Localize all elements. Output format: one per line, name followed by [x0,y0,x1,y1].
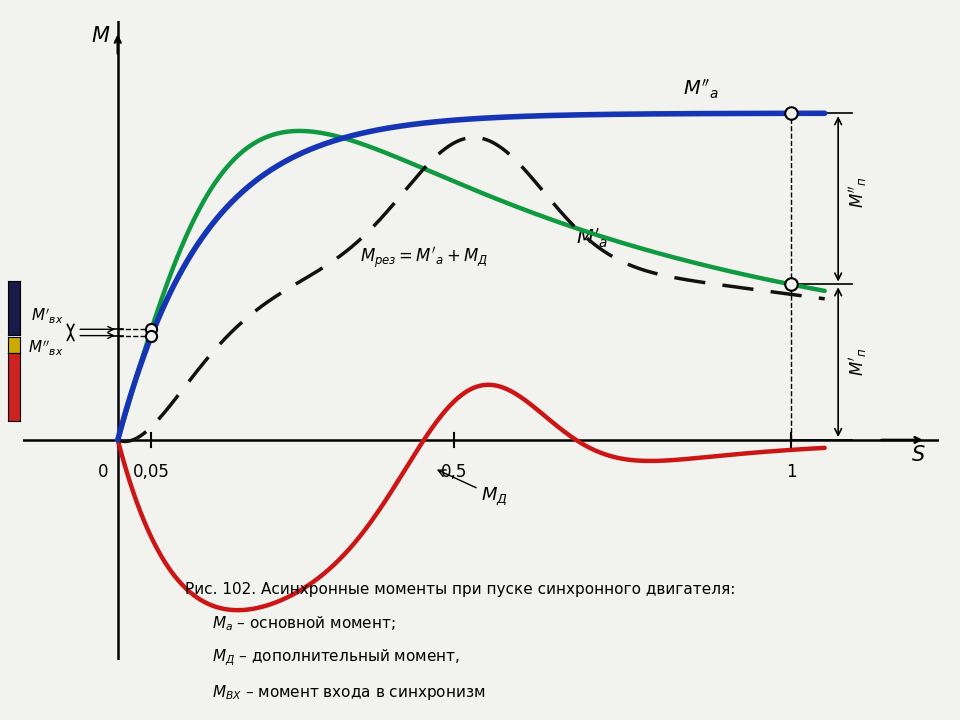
Text: $M'_{вх}$: $M'_{вх}$ [32,307,64,325]
Text: 1: 1 [785,463,797,481]
Text: 0: 0 [98,463,108,481]
Text: $M_{Д}$ – дополнительный момент,: $M_{Д}$ – дополнительный момент, [212,648,460,668]
Text: $M''_п$: $M''_п$ [847,176,869,207]
Text: $M_{рез}=M'_a+M_Д$: $M_{рез}=M'_a+M_Д$ [360,246,489,271]
Text: $M_{ВХ}$ – момент входа в синхронизм: $M_{ВХ}$ – момент входа в синхронизм [212,683,486,702]
Text: 0,5: 0,5 [442,463,468,481]
Text: $M''_a$: $M''_a$ [684,78,719,101]
Text: 0,05: 0,05 [133,463,170,481]
Text: $M'_п$: $M'_п$ [847,348,869,377]
Text: $M'_a$: $M'_a$ [576,227,608,250]
Text: Рис. 102. Асинхронные моменты при пуске синхронного двигателя:: Рис. 102. Асинхронные моменты при пуске … [185,582,735,597]
Text: M: M [92,26,109,46]
Text: S: S [912,445,925,465]
Text: $M_Д$: $M_Д$ [438,470,508,508]
Text: $M''_{вх}$: $M''_{вх}$ [29,339,64,359]
Text: $M_a$ – основной момент;: $M_a$ – основной момент; [212,614,396,633]
